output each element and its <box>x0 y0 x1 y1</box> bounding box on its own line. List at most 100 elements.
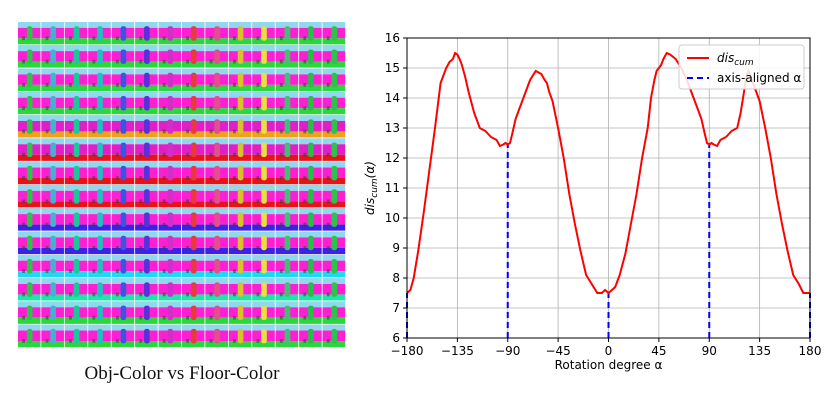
grid-thumbnail <box>64 45 89 69</box>
grid-thumbnail <box>182 301 206 325</box>
y-tick-label: 13 <box>385 121 400 135</box>
grid-thumbnail <box>18 68 42 92</box>
grid-thumbnail <box>182 231 206 255</box>
grid-thumbnail <box>158 68 182 92</box>
grid-thumbnail <box>18 324 42 348</box>
grid-thumbnail <box>111 254 136 279</box>
grid-thumbnail <box>299 208 323 232</box>
grid-thumbnail <box>18 45 42 69</box>
grid-caption: Obj-Color vs Floor-Color <box>84 363 280 384</box>
grid-thumbnail <box>158 324 182 348</box>
grid-thumbnail <box>111 115 136 139</box>
grid-thumbnail <box>299 301 323 325</box>
grid-thumbnail <box>275 185 300 209</box>
grid-thumbnail <box>88 231 112 255</box>
grid-thumbnail <box>88 68 112 92</box>
grid-thumbnail <box>299 161 323 185</box>
grid-thumbnail <box>299 115 323 139</box>
grid-thumbnail <box>205 45 229 69</box>
x-tick-label: −45 <box>545 344 570 358</box>
grid-thumbnail <box>322 278 346 302</box>
grid-thumbnail <box>41 278 65 302</box>
grid-thumbnail <box>111 231 136 255</box>
grid-thumbnail <box>158 278 182 302</box>
grid-thumbnail <box>228 22 253 46</box>
grid-thumbnail <box>111 185 136 209</box>
grid-thumbnail <box>158 208 182 232</box>
grid-thumbnail <box>275 91 300 116</box>
grid-thumbnail <box>88 324 112 348</box>
grid-thumbnail <box>111 138 136 162</box>
grid-thumbnail <box>88 91 112 116</box>
grid-thumbnail <box>228 185 253 209</box>
grid-thumbnail <box>41 254 65 279</box>
image-grid <box>18 22 346 348</box>
grid-thumbnail <box>275 115 300 139</box>
grid-thumbnail <box>88 185 112 209</box>
grid-thumbnail <box>158 301 182 325</box>
grid-thumbnail <box>18 138 42 162</box>
grid-thumbnail <box>182 324 206 348</box>
grid-thumbnail <box>135 185 159 209</box>
x-tick-label: 45 <box>651 344 666 358</box>
grid-thumbnail <box>88 45 112 69</box>
grid-thumbnail <box>205 324 229 348</box>
x-tick-label: −135 <box>441 344 474 358</box>
grid-thumbnail <box>64 161 89 185</box>
grid-thumbnail <box>18 161 42 185</box>
grid-thumbnail <box>88 278 112 302</box>
image-grid-panel <box>18 22 346 348</box>
grid-thumbnail <box>275 45 300 69</box>
grid-thumbnail <box>322 45 346 69</box>
grid-thumbnail <box>64 185 89 209</box>
grid-thumbnail <box>64 278 89 302</box>
y-tick-label: 6 <box>392 331 400 345</box>
grid-thumbnail <box>182 161 206 185</box>
grid-thumbnail <box>322 68 346 92</box>
x-tick-label: 135 <box>748 344 771 358</box>
grid-thumbnail <box>88 208 112 232</box>
x-tick-label: 0 <box>605 344 613 358</box>
y-tick-label: 7 <box>392 301 400 315</box>
grid-thumbnail <box>252 138 276 162</box>
y-tick-label: 10 <box>385 211 400 225</box>
y-axis-label: discum(α) <box>363 161 380 215</box>
grid-thumbnail <box>41 324 65 348</box>
grid-thumbnail <box>135 138 159 162</box>
grid-thumbnail <box>182 68 206 92</box>
grid-thumbnail <box>135 231 159 255</box>
y-tick-label: 14 <box>385 91 400 105</box>
grid-thumbnail <box>299 231 323 255</box>
grid-thumbnail <box>111 324 136 348</box>
grid-thumbnail <box>182 22 206 46</box>
grid-thumbnail <box>135 68 159 92</box>
y-tick-label: 8 <box>392 271 400 285</box>
grid-thumbnail <box>275 278 300 302</box>
grid-thumbnail <box>64 115 89 139</box>
grid-thumbnail <box>135 278 159 302</box>
grid-thumbnail <box>18 115 42 139</box>
grid-thumbnail <box>88 301 112 325</box>
grid-thumbnail <box>64 254 89 279</box>
legend-box <box>678 44 805 90</box>
grid-thumbnail <box>135 324 159 348</box>
grid-thumbnail <box>252 115 276 139</box>
grid-thumbnail <box>228 115 253 139</box>
grid-thumbnail <box>41 91 65 116</box>
grid-thumbnail <box>228 138 253 162</box>
grid-thumbnail <box>228 208 253 232</box>
y-axis-ticks: 6 7 8 9 10 11 12 13 14 15 16 <box>385 31 407 345</box>
grid-thumbnail <box>111 161 136 185</box>
grid-thumbnail <box>322 324 346 348</box>
grid-thumbnail <box>64 91 89 116</box>
grid-thumbnail <box>41 301 65 325</box>
grid-thumbnail <box>41 138 65 162</box>
grid-thumbnail <box>158 138 182 162</box>
grid-thumbnail <box>88 254 112 279</box>
grid-thumbnail <box>228 45 253 69</box>
y-tick-label: 15 <box>385 61 400 75</box>
grid-thumbnail <box>228 301 253 325</box>
grid-thumbnail <box>205 254 229 279</box>
grid-thumbnail <box>299 254 323 279</box>
